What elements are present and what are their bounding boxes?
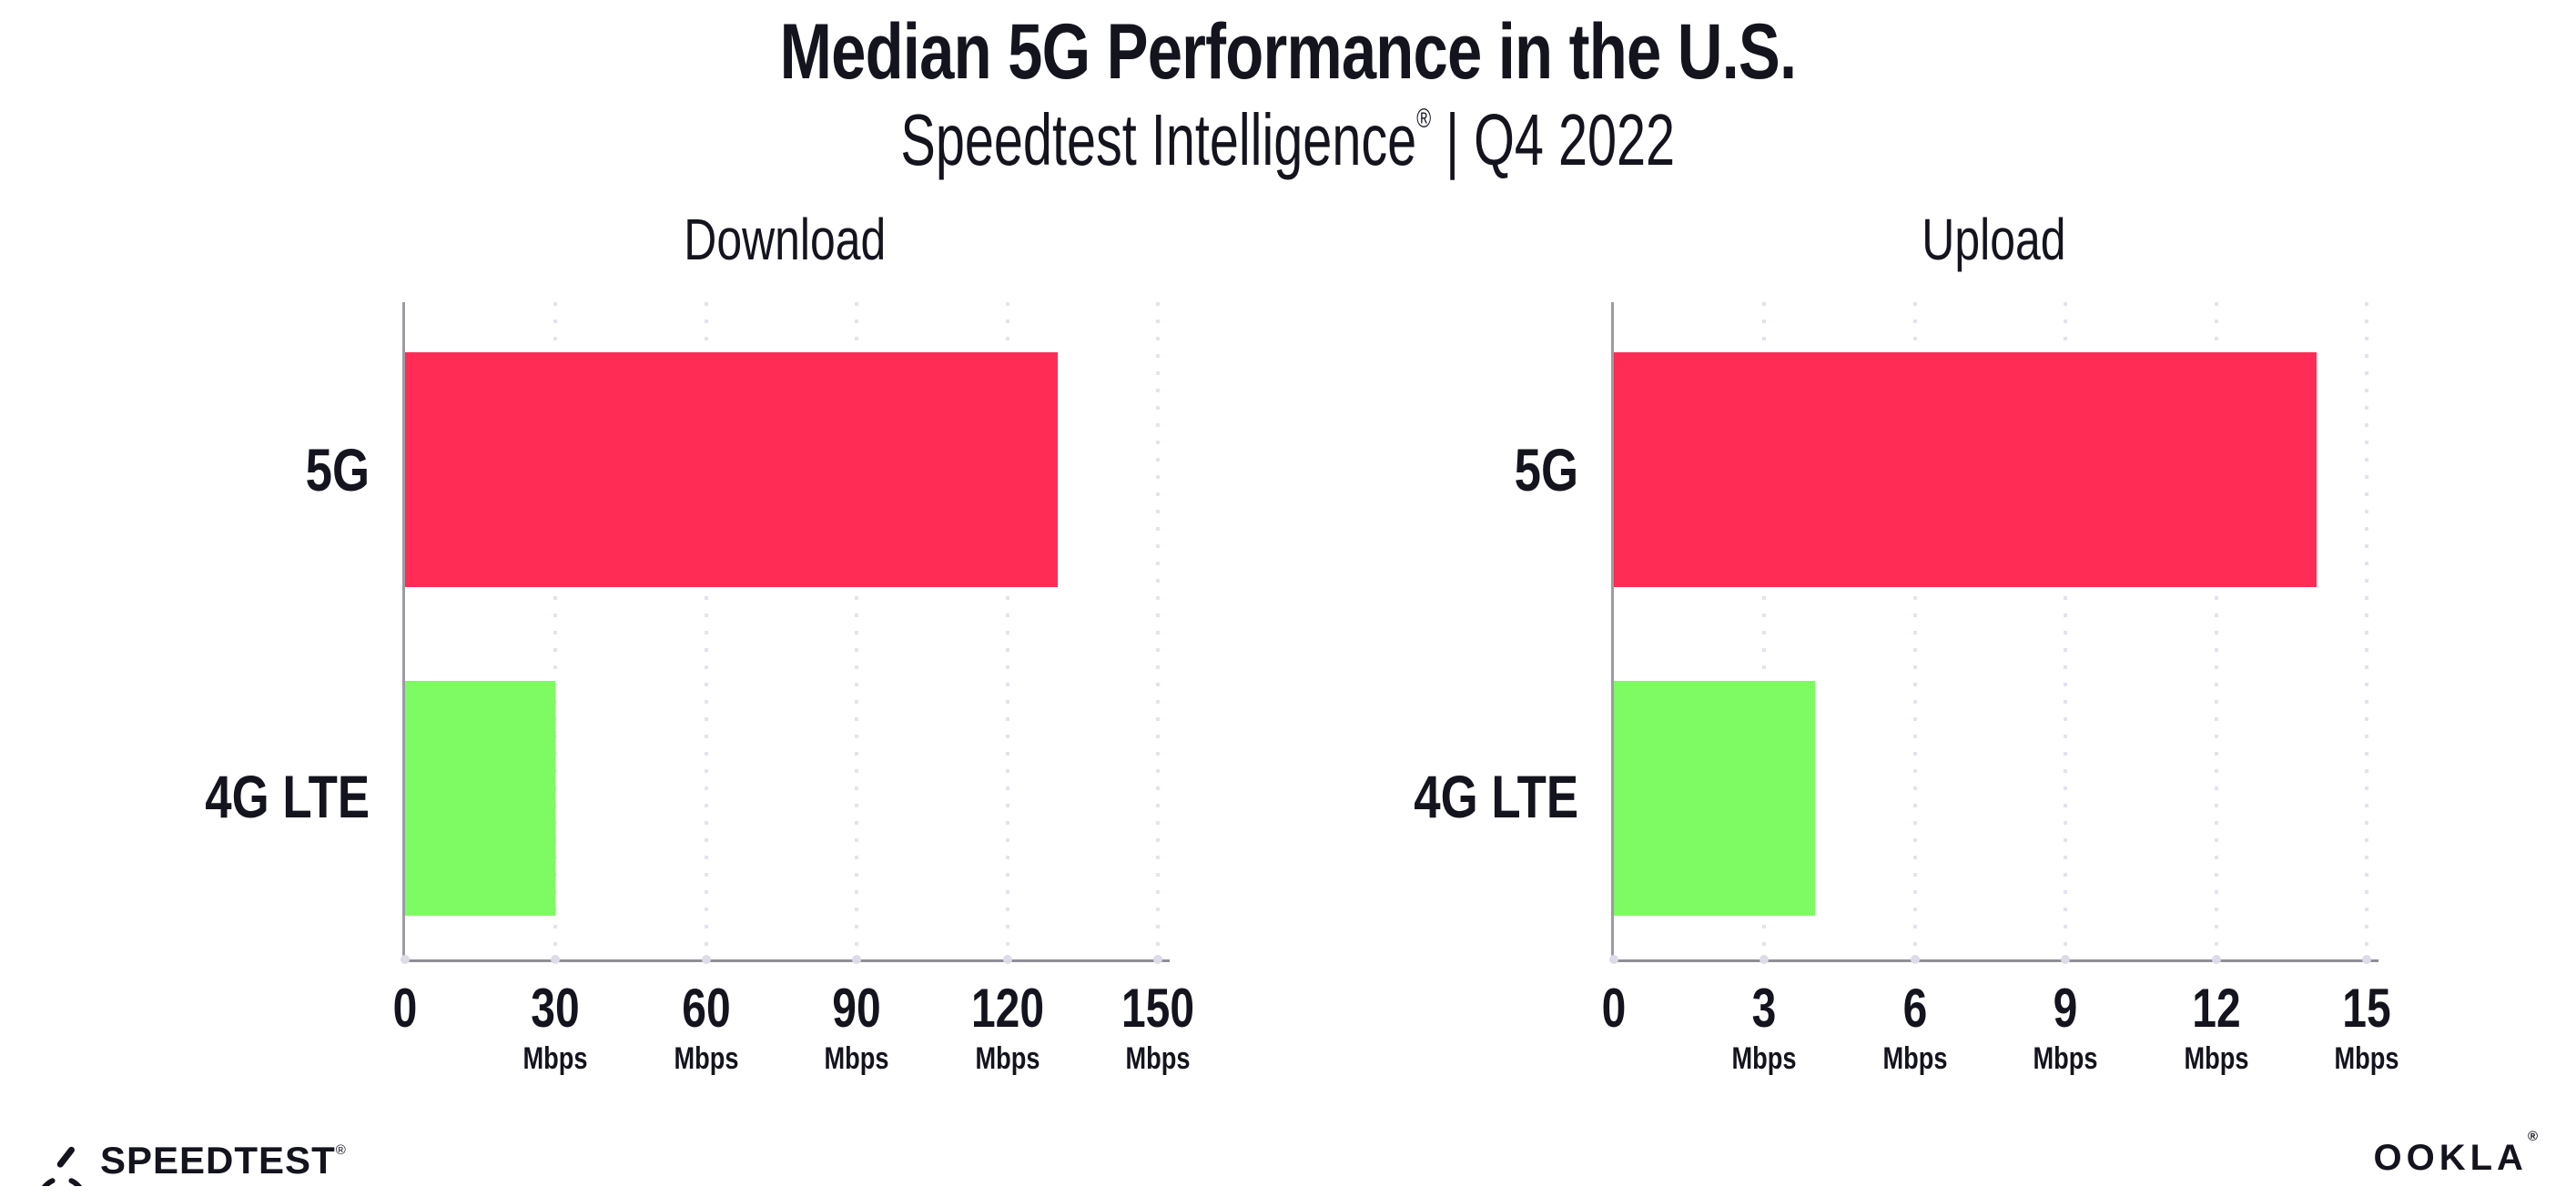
bar-5g (405, 352, 1058, 587)
axis-tick-dot (551, 955, 561, 964)
x-tick-value: 60 (682, 978, 731, 1039)
gridline (855, 302, 859, 972)
axis-tick-dot (2211, 955, 2221, 964)
x-tick-unit: Mbps (2033, 1041, 2098, 1076)
category-label: 5G (0, 433, 370, 506)
bar-4g-lte (1614, 681, 1815, 916)
speedtest-logo: SPEEDTEST ® (36, 1132, 346, 1189)
gridline (704, 302, 708, 972)
axis-tick-dot (401, 955, 410, 964)
axis-tick-dot (2362, 955, 2371, 964)
x-tick-label: 3 Mbps (1699, 979, 1830, 1080)
x-tick-label: 60 Mbps (641, 979, 772, 1080)
axis-tick-dot (852, 955, 862, 964)
gridline (2064, 302, 2068, 972)
x-tick-value: 90 (832, 978, 881, 1039)
page-title: Median 5G Performance in the U.S. (0, 7, 2576, 97)
x-tick-label: 15 Mbps (2301, 979, 2432, 1080)
axis-tick-dot (1002, 955, 1012, 964)
x-tick-label: 0 (1548, 979, 1679, 1038)
axis-tick-dot (701, 955, 711, 964)
x-tick-value: 120 (970, 978, 1044, 1039)
x-tick-unit: Mbps (2334, 1041, 2399, 1076)
x-tick-unit: Mbps (522, 1041, 588, 1076)
x-tick-label: 30 Mbps (490, 979, 621, 1080)
x-tick-value: 30 (531, 978, 581, 1039)
x-tick-label: 12 Mbps (2151, 979, 2282, 1080)
axis-tick-dot (1609, 955, 1618, 964)
x-tick-unit: Mbps (824, 1041, 889, 1076)
x-tick-label: 90 Mbps (791, 979, 922, 1080)
speedtest-wordmark: SPEEDTEST (100, 1139, 336, 1182)
chart-title: Upload (1611, 206, 2376, 273)
x-tick-value: 6 (1902, 978, 1928, 1039)
category-label: 4G LTE (0, 760, 370, 833)
axis-tick-dot (1760, 955, 1770, 964)
bar-4g-lte (405, 681, 556, 916)
download-chart: Download 5G 4G LTE 0 30 Mbps 60 Mbps 90 Mbps 120 Mb… (205, 0, 1194, 1197)
x-tick-label: 0 (340, 979, 471, 1038)
subtitle-period: | Q4 2022 (1431, 99, 1676, 180)
page-title-text: Median 5G Performance in the U.S. (779, 8, 1798, 96)
speedtest-gauge-icon (42, 1146, 82, 1186)
category-label-text: 5G (305, 436, 370, 503)
x-tick-value: 12 (2191, 978, 2241, 1039)
x-tick-value: 15 (2342, 978, 2391, 1039)
x-tick-unit: Mbps (2184, 1041, 2249, 1076)
axis-tick-dot (1910, 955, 1920, 964)
gridline (1005, 302, 1009, 972)
x-tick-unit: Mbps (1125, 1041, 1191, 1076)
category-label-text: 4G LTE (1414, 763, 1578, 830)
gridline (2214, 302, 2218, 972)
page-subtitle: Speedtest Intelligence® | Q4 2022 (0, 98, 2576, 182)
x-tick-value: 3 (1752, 978, 1777, 1039)
axis-tick-dot (1153, 955, 1162, 964)
category-label-text: 4G LTE (205, 763, 370, 830)
gridline (1762, 302, 1767, 972)
category-label: 4G LTE (1196, 760, 1578, 833)
gridline (2365, 302, 2368, 972)
x-tick-value: 9 (2053, 978, 2078, 1039)
x-tick-value: 150 (1121, 978, 1195, 1039)
ookla-wordmark: OOKLA (2373, 1138, 2528, 1178)
x-tick-unit: Mbps (1731, 1041, 1797, 1076)
x-tick-value: 0 (1601, 978, 1627, 1039)
ookla-registered-icon: ® (2527, 1129, 2538, 1144)
x-tick-label: 9 Mbps (2000, 979, 2131, 1080)
x-tick-label: 150 Mbps (1092, 979, 1223, 1080)
gridline (553, 302, 558, 972)
chart-title-text: Download (683, 207, 887, 272)
x-tick-value: 0 (392, 978, 418, 1039)
x-tick-label: 120 Mbps (942, 979, 1073, 1080)
plot-area (1609, 302, 2378, 972)
axis-tick-dot (2061, 955, 2071, 964)
gridline (1912, 302, 1917, 972)
upload-chart: Upload 5G 4G LTE 0 3 Mbps 6 Mbps 9 Mbps 12 Mbps 15 Mb… (1414, 0, 2399, 1197)
chart-title: Download (402, 206, 1167, 273)
chart-title-text: Upload (1921, 207, 2066, 272)
ookla-logo: OOKLA® (2373, 1129, 2539, 1179)
x-tick-label: 6 Mbps (1850, 979, 1981, 1080)
x-tick-unit: Mbps (674, 1041, 739, 1076)
registered-mark-icon: ® (1416, 104, 1432, 134)
category-label-text: 5G (1514, 436, 1578, 503)
gridline (1156, 302, 1160, 972)
bar-5g (1614, 352, 2317, 587)
category-label: 5G (1196, 433, 1578, 506)
plot-area (401, 302, 1170, 972)
x-tick-unit: Mbps (975, 1041, 1040, 1076)
speedtest-registered-icon: ® (335, 1141, 346, 1158)
x-tick-unit: Mbps (1882, 1041, 1948, 1076)
subtitle-brand: Speedtest Intelligence (900, 99, 1417, 180)
